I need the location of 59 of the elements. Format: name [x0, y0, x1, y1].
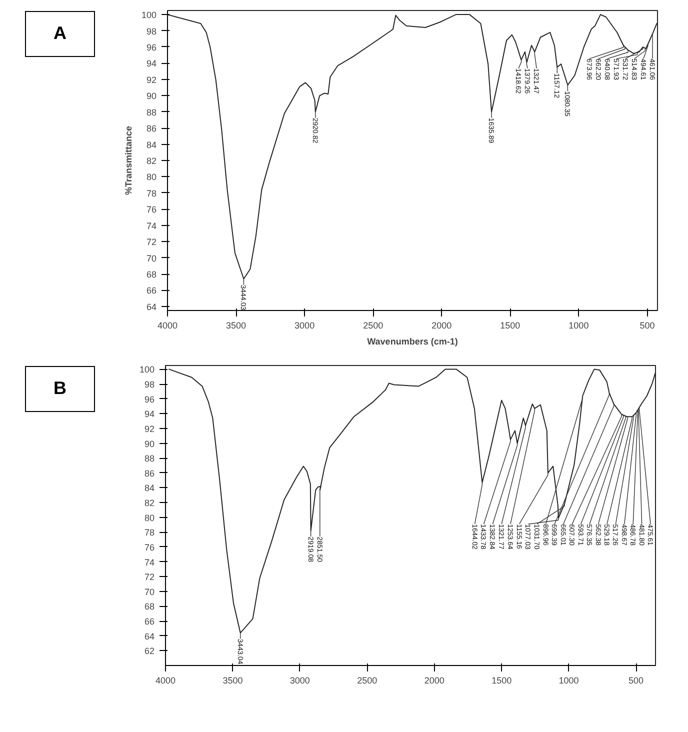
y-tick-label: 78 — [144, 528, 155, 538]
y-tick-label: 64 — [146, 302, 157, 312]
y-tick-label: 82 — [144, 498, 155, 508]
y-tick-label: 100 — [141, 10, 157, 20]
text: B — [25, 366, 95, 412]
y-tick-label: 76 — [146, 204, 157, 215]
y-tick-label: 84 — [146, 140, 157, 150]
y-tick-label: 80 — [146, 172, 157, 182]
y-tick-label: 64 — [144, 631, 155, 642]
y-tick-label: 86 — [146, 124, 157, 134]
x-tick-label: 2000 — [424, 676, 444, 686]
y-axis-title: %Transmittance — [123, 126, 134, 196]
y-tick-label: 72 — [144, 572, 155, 582]
x-tick-label: 1000 — [568, 320, 589, 330]
x-tick-label: 2500 — [363, 320, 384, 330]
y-tick-label: 82 — [146, 156, 157, 166]
y-tick-label: 78 — [146, 188, 157, 198]
y-tick-label: 90 — [146, 91, 157, 102]
x-tick-label: 1500 — [492, 676, 512, 686]
y-tick-label: 92 — [146, 74, 157, 85]
y-tick-label: 94 — [146, 58, 157, 69]
x-tick-label: 3000 — [290, 676, 310, 686]
y-tick-label: 100 — [139, 364, 155, 375]
x-axis-title: Wavenumbers (cm-1) — [367, 336, 458, 346]
x-tick-label: 3500 — [226, 320, 246, 330]
y-tick-label: 70 — [144, 586, 155, 597]
y-tick-label: 66 — [144, 616, 155, 627]
y-tick-label: 86 — [144, 468, 155, 478]
y-tick-label: 80 — [144, 512, 155, 523]
y-tick-label: 92 — [144, 424, 155, 434]
x-tick-label: 500 — [628, 676, 644, 686]
text: A — [25, 11, 95, 57]
y-tick-label: 68 — [146, 270, 157, 280]
y-tick-label: 74 — [144, 557, 155, 568]
y-tick-label: 84 — [144, 483, 155, 494]
y-tick-label: 68 — [144, 602, 155, 612]
y-tick-label: 96 — [146, 42, 157, 52]
x-tick-label: 1000 — [558, 676, 579, 686]
x-tick-label: 4000 — [157, 320, 178, 330]
y-tick-label: 72 — [146, 237, 157, 248]
y-tick-label: 94 — [144, 409, 155, 420]
y-tick-label: 88 — [144, 454, 155, 464]
x-tick-label: 2000 — [432, 320, 452, 330]
y-tick-label: 96 — [144, 394, 155, 404]
x-tick-label: 3000 — [294, 320, 315, 330]
y-tick-label: 74 — [146, 220, 157, 231]
y-tick-label: 98 — [146, 26, 157, 36]
y-tick-label: 62 — [144, 646, 155, 656]
x-tick-label: 2500 — [357, 676, 378, 686]
y-tick-label: 76 — [144, 542, 155, 552]
y-tick-label: 90 — [144, 438, 155, 449]
y-tick-label: 88 — [146, 107, 157, 118]
y-tick-label: 70 — [146, 253, 157, 264]
y-tick-label: 66 — [146, 286, 157, 296]
x-tick-label: 3500 — [222, 676, 243, 686]
x-tick-label: 500 — [640, 320, 655, 330]
x-tick-label: 4000 — [155, 676, 176, 686]
y-tick-label: 98 — [144, 380, 155, 390]
x-tick-label: 1500 — [500, 320, 520, 330]
